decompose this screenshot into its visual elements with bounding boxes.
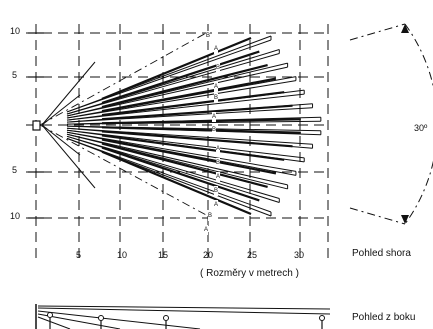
beam-edge	[66, 131, 297, 172]
units-note: ( Rozměry v metrech )	[200, 268, 299, 279]
coverage-envelope-line	[39, 31, 209, 126]
angle-arrowhead	[401, 24, 409, 33]
beam-edge	[66, 39, 272, 113]
beam-edge	[66, 35, 272, 113]
beam-edge	[66, 131, 297, 176]
zone-letter: B	[208, 211, 213, 221]
zone-letter: B	[216, 63, 221, 73]
beam-core	[101, 36, 252, 100]
beam-core	[101, 130, 293, 148]
beam-edge	[66, 49, 280, 115]
zone-letter: A	[212, 112, 217, 122]
zone-letter: A	[216, 144, 221, 154]
beam-core	[101, 77, 277, 113]
beam-edge	[66, 80, 297, 119]
side-view-beam	[37, 305, 331, 310]
beam-core	[101, 126, 301, 134]
beam-core	[101, 142, 268, 188]
beam-edge	[66, 137, 272, 213]
angle-label: 30º	[414, 123, 428, 133]
coverage-envelope-line	[39, 124, 209, 217]
zone-letter: A	[216, 172, 221, 182]
side-view-beam	[37, 310, 201, 329]
zone-letter: A	[214, 82, 219, 92]
beam-core	[101, 50, 260, 105]
y-tick-label: 10	[10, 26, 21, 36]
beam-core	[101, 146, 260, 202]
zone-letter: B	[206, 31, 211, 41]
detector-icon	[32, 120, 41, 131]
zone-letter: A	[204, 225, 209, 235]
person-head-icon	[319, 315, 325, 321]
beam-edge	[66, 135, 280, 203]
beam-edge	[66, 133, 288, 186]
beam-core	[101, 91, 285, 117]
zone-letter: B	[216, 158, 221, 168]
angle-arc	[404, 23, 433, 225]
side-view-caption: Pohled z boku	[352, 312, 416, 323]
beam-core	[101, 64, 268, 109]
person-head-icon	[47, 312, 53, 318]
beam-core	[101, 138, 277, 175]
x-tick-label: 25	[247, 250, 258, 260]
beam-near	[41, 124, 96, 189]
x-tick-label: 15	[158, 250, 169, 260]
beam-core	[101, 134, 285, 161]
person-head-icon	[163, 315, 169, 321]
beam-core	[101, 104, 293, 121]
side-view-beam	[37, 316, 71, 329]
y-tick-label: 10	[10, 211, 21, 221]
zone-letter: A	[214, 44, 219, 54]
top-view-caption: Pohled shora	[352, 248, 411, 259]
beam-near	[41, 61, 96, 126]
side-view-beam	[37, 307, 331, 315]
beam-core	[101, 118, 301, 125]
angle-ray	[349, 207, 406, 225]
x-tick-label: 20	[203, 250, 214, 260]
y-tick-label: 5	[12, 165, 18, 175]
beam-edge	[66, 129, 305, 159]
person-head-icon	[98, 315, 104, 321]
y-tick-label: 5	[12, 70, 18, 80]
x-tick-label: 10	[117, 250, 128, 260]
beam-edge	[66, 66, 288, 117]
zone-letter: B	[214, 186, 219, 196]
angle-arrowhead	[401, 215, 409, 224]
beam-core	[101, 150, 252, 216]
beam-near	[41, 124, 81, 156]
zone-letter: A	[214, 200, 219, 210]
beam-edge	[66, 137, 272, 217]
beam-near	[41, 94, 81, 126]
zone-letter: B	[214, 93, 219, 103]
x-tick-label: 5	[76, 250, 82, 260]
zone-letter: B	[212, 125, 217, 135]
x-tick-label: 30	[294, 250, 305, 260]
angle-ray	[349, 23, 406, 41]
beam-edge	[66, 93, 305, 121]
